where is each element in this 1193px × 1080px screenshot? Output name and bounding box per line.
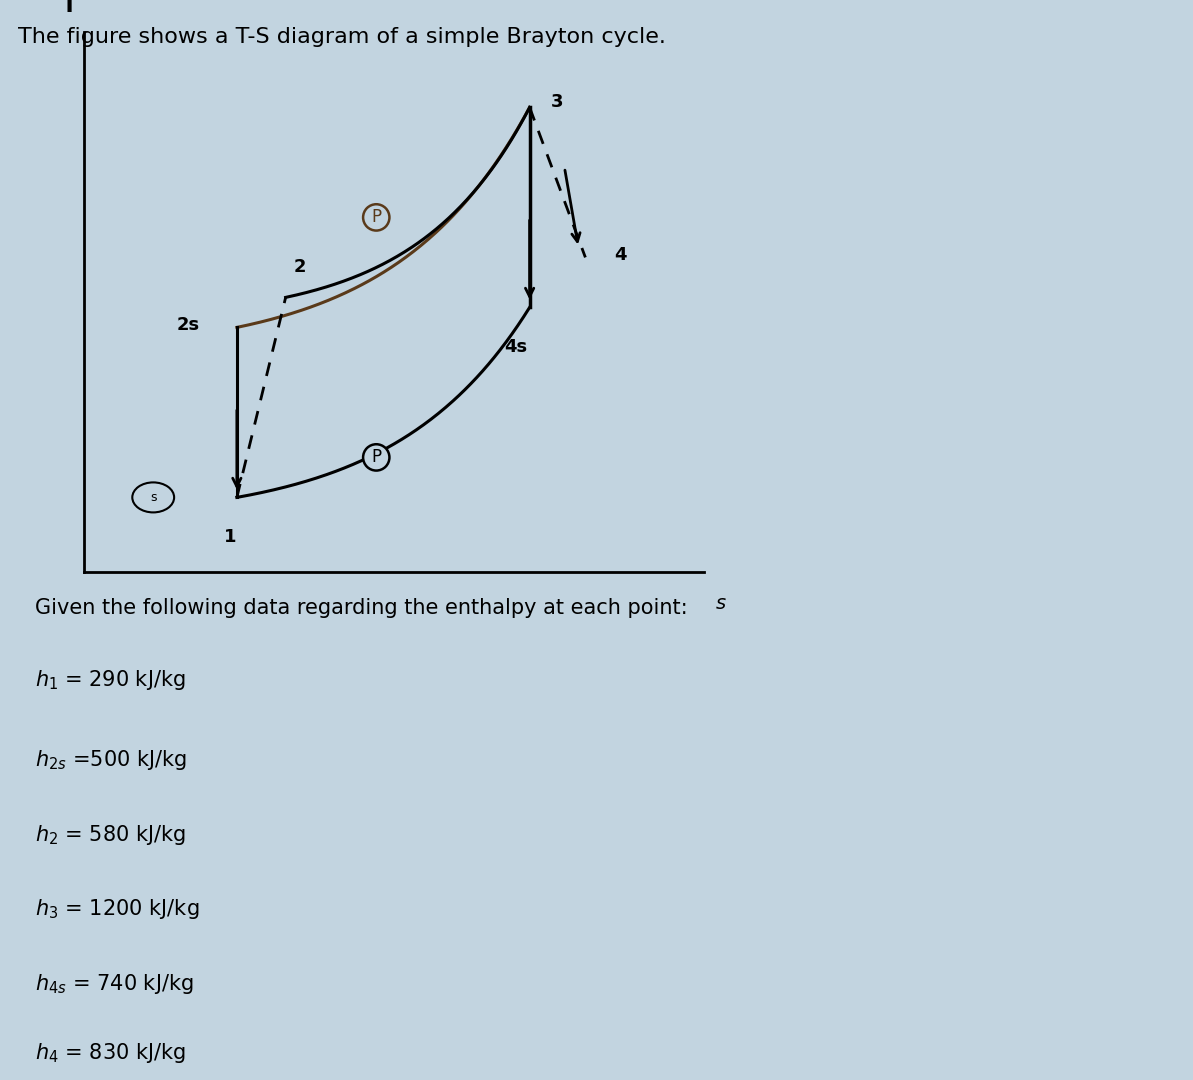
Text: $h_1$ = 290 kJ/kg: $h_1$ = 290 kJ/kg (36, 669, 186, 692)
Text: $h_3$ = 1200 kJ/kg: $h_3$ = 1200 kJ/kg (36, 897, 199, 921)
Text: s: s (716, 594, 727, 613)
Text: 4s: 4s (505, 338, 527, 356)
Text: $h_{4s}$ = 740 kJ/kg: $h_{4s}$ = 740 kJ/kg (36, 972, 194, 996)
Text: 3: 3 (551, 93, 564, 111)
Text: Given the following data regarding the enthalpy at each point:: Given the following data regarding the e… (36, 598, 688, 618)
Text: $h_2$ = 580 kJ/kg: $h_2$ = 580 kJ/kg (36, 823, 186, 847)
Text: P: P (371, 448, 382, 467)
Text: 4: 4 (614, 246, 626, 264)
Text: $h_{2s}$ =500 kJ/kg: $h_{2s}$ =500 kJ/kg (36, 748, 187, 772)
Text: s: s (150, 491, 156, 504)
Text: The figure shows a T-S diagram of a simple Brayton cycle.: The figure shows a T-S diagram of a simp… (18, 27, 666, 48)
Text: 2: 2 (293, 258, 305, 276)
Text: 2s: 2s (177, 316, 199, 334)
Text: $h_4$ = 830 kJ/kg: $h_4$ = 830 kJ/kg (36, 1041, 186, 1065)
Text: T: T (62, 0, 78, 16)
Text: P: P (371, 208, 382, 227)
Text: 1: 1 (223, 528, 236, 546)
